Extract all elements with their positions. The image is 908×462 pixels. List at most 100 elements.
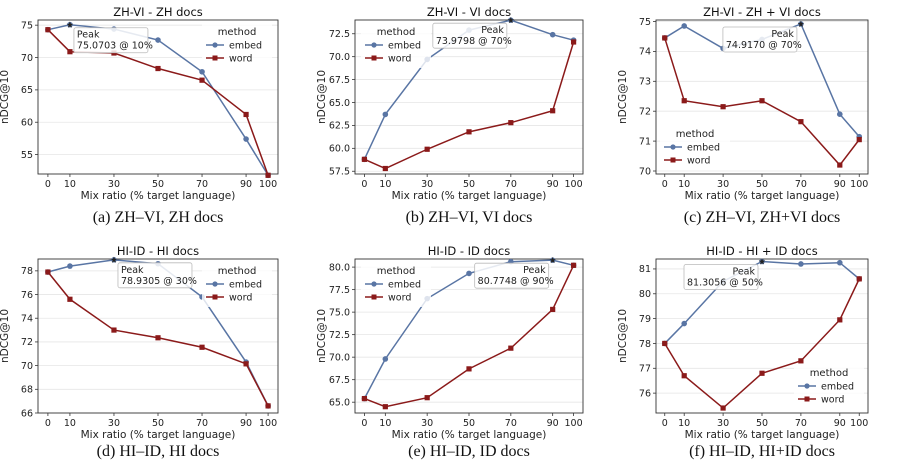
- point-word: [662, 340, 668, 347]
- point-word: [243, 361, 249, 367]
- legend: method embed word: [794, 365, 864, 409]
- peak-annotation-box: [432, 22, 508, 49]
- x-tick-label: 100: [850, 179, 868, 190]
- panel-title: HI-ID - HI + ID docs: [706, 244, 817, 258]
- panel-1: 57.5 60.0 62.5 65.0 67.5 70.0 72.5 0 10 30 50 70 90 1…: [316, 5, 584, 226]
- x-tick-label: 30: [108, 179, 120, 190]
- point-word: [45, 269, 51, 275]
- y-axis-label: nDCG@10: [316, 309, 328, 363]
- y-tick-label: 72.5: [329, 330, 350, 341]
- legend-label-word: word: [388, 293, 411, 304]
- x-tick-label: 10: [64, 418, 76, 429]
- legend-marker-embed: [670, 144, 676, 150]
- y-tick-label: 77: [639, 364, 651, 375]
- point-word: [856, 137, 862, 143]
- y-tick-label: 78: [21, 266, 33, 277]
- legend-marker-word: [670, 157, 676, 163]
- panel-caption: (d) HI–ID, HI docs: [97, 443, 220, 460]
- y-axis-label: nDCG@10: [617, 309, 629, 363]
- point-embed: [67, 263, 73, 269]
- point-word: [720, 104, 726, 110]
- panel-5: 76 77 78 79 80 81 0 10 30 50 70 90 100 HI-ID - HI + I…: [617, 244, 869, 460]
- x-tick-label: 10: [64, 179, 76, 190]
- point-word: [570, 39, 577, 45]
- x-tick-label: 50: [756, 179, 768, 190]
- point-word: [508, 120, 514, 126]
- legend-label-word: word: [229, 54, 252, 65]
- peak-value: 73.9798 @ 70%: [436, 36, 512, 47]
- point-word: [798, 119, 804, 125]
- x-tick-label: 70: [196, 179, 208, 190]
- point-word: [155, 335, 161, 341]
- panel-caption: (b) ZH–VI, VI docs: [406, 209, 533, 226]
- point-embed: [836, 259, 843, 266]
- y-tick-label: 72: [21, 337, 33, 348]
- panel-4: 65.0 67.5 70.0 72.5 75.0 77.5 80.0 0 10 30 50 70 90 1…: [316, 244, 584, 460]
- point-embed: [836, 111, 843, 117]
- point-word: [720, 405, 726, 411]
- y-tick-label: 60.0: [329, 144, 350, 155]
- x-tick-label: 50: [152, 418, 164, 429]
- legend-title: method: [676, 129, 715, 140]
- peak-label: Peak: [481, 25, 504, 36]
- peak-value: 81.3056 @ 50%: [687, 277, 763, 288]
- x-tick-label: 10: [379, 418, 391, 429]
- panel-title: ZH-VI - ZH + VI docs: [703, 5, 821, 19]
- point-word: [466, 366, 472, 372]
- legend-marker-word: [371, 294, 377, 300]
- peak-star-icon: [507, 16, 515, 24]
- legend-label-word: word: [687, 156, 710, 167]
- point-word: [382, 165, 388, 172]
- peak-star-icon: [66, 21, 74, 28]
- x-tick-label: 100: [259, 418, 277, 429]
- point-word: [67, 49, 73, 55]
- point-word: [550, 108, 556, 114]
- point-word: [466, 129, 472, 135]
- x-tick-label: 10: [678, 179, 690, 190]
- point-embed: [681, 320, 688, 327]
- legend-marker-word: [804, 396, 810, 402]
- x-tick-label: 90: [240, 179, 252, 190]
- panel-caption: (f) HI–ID, HI+ID docs: [689, 443, 835, 460]
- x-tick-label: 30: [421, 418, 433, 429]
- x-tick-label: 90: [834, 179, 846, 190]
- x-tick-label: 0: [662, 418, 668, 429]
- point-word: [199, 344, 205, 350]
- y-tick-label: 76: [21, 290, 33, 301]
- y-tick-label: 75: [21, 20, 33, 31]
- point-word: [67, 296, 73, 302]
- panel-title: ZH-VI - VI docs: [427, 5, 511, 19]
- x-tick-label: 70: [196, 418, 208, 429]
- legend-title: method: [377, 27, 416, 38]
- point-word: [45, 27, 51, 33]
- y-tick-label: 80.0: [329, 262, 350, 273]
- x-axis-label: Mix ratio (% target language): [392, 190, 547, 202]
- point-word: [570, 262, 577, 268]
- y-tick-label: 81: [639, 264, 651, 275]
- x-tick-label: 100: [259, 179, 277, 190]
- peak-label: Peak: [771, 29, 794, 40]
- point-embed: [243, 136, 249, 142]
- point-embed: [382, 111, 389, 118]
- x-tick-label: 10: [678, 418, 690, 429]
- plot-frame: [37, 258, 279, 414]
- y-tick-label: 70: [639, 166, 651, 177]
- y-tick-label: 55: [21, 150, 33, 161]
- x-axis-label: Mix ratio (% target language): [685, 190, 840, 202]
- panel-caption: (c) ZH–VI, ZH+VI docs: [684, 209, 841, 226]
- legend-label-embed: embed: [388, 280, 421, 291]
- x-tick-label: 10: [379, 179, 391, 190]
- legend: method embed word: [660, 126, 730, 170]
- y-tick-label: 62.5: [329, 121, 350, 132]
- y-tick-label: 72.5: [329, 29, 350, 40]
- legend-marker-embed: [371, 42, 377, 48]
- x-tick-label: 0: [45, 418, 51, 429]
- point-word: [798, 358, 804, 364]
- peak-star-icon: [797, 20, 805, 27]
- y-tick-label: 67.5: [329, 375, 350, 386]
- plot-frame: [354, 19, 584, 175]
- point-embed: [382, 356, 389, 362]
- legend-marker-embed: [212, 281, 218, 287]
- x-tick-label: 0: [361, 418, 367, 429]
- y-tick-label: 80: [639, 289, 651, 300]
